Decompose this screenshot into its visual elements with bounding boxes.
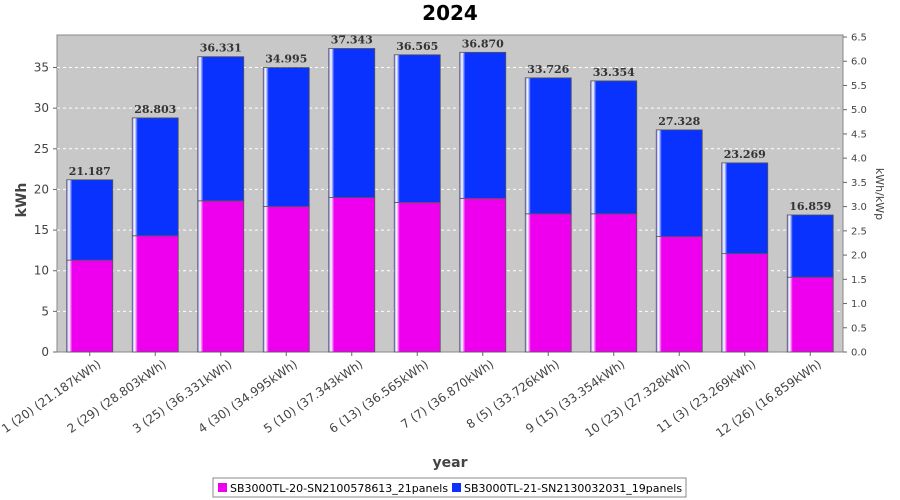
y-tick-label: 35: [34, 61, 49, 75]
bar-segment: [197, 56, 245, 202]
bars: [66, 48, 834, 353]
y-tick-label: 20: [34, 182, 49, 196]
total-label: 36.870: [462, 37, 504, 50]
total-label: 33.354: [593, 66, 635, 79]
legend-swatch: [218, 483, 227, 492]
y-axis-label: kWh: [14, 183, 30, 218]
bar-segment: [131, 117, 179, 237]
y2-tick-label: 6.0: [851, 57, 867, 68]
total-label: 28.803: [134, 103, 176, 116]
plot-area: [56, 34, 844, 353]
bar-segment: [590, 213, 638, 353]
legend-box: [212, 477, 687, 498]
bar-segment: [66, 259, 114, 353]
y2-tick-label: 3.0: [851, 202, 867, 213]
bar-segment: [459, 197, 507, 353]
x-tick-label: 12 (26) (16.859kWh): [713, 357, 824, 440]
y2-tick-label: 4.5: [851, 129, 867, 140]
bar-segment: [655, 236, 703, 353]
y-axis: 0 5 10 15 20 25 30 35: [34, 61, 57, 359]
y2-tick-label: 2.5: [851, 226, 867, 237]
bar-segment: [328, 197, 376, 353]
y-tick-label: 25: [34, 142, 49, 156]
bar-segment: [721, 162, 769, 255]
bar-segment: [459, 51, 507, 199]
bar-segment: [66, 179, 114, 261]
bar-segment: [590, 80, 638, 215]
y2-tick-label: 3.5: [851, 178, 867, 189]
bar-segment: [131, 235, 179, 353]
chart-title: 2024: [422, 1, 478, 25]
bar-segment: [721, 253, 769, 353]
bar-segment: [786, 276, 834, 353]
y2-tick-label: 2.0: [851, 251, 867, 262]
x-axis-label: year: [433, 455, 468, 471]
bar-segment: [262, 67, 310, 207]
total-label: 16.859: [789, 200, 831, 213]
total-label: 27.328: [658, 115, 700, 128]
bar-segment: [655, 129, 703, 237]
total-label: 21.187: [69, 165, 111, 178]
total-label: 23.269: [724, 148, 766, 161]
legend: SB3000TL-20-SN2100578613_21panels SB3000T…: [212, 477, 687, 498]
y-tick-label: 0: [41, 345, 49, 359]
y2-tick-label: 0.5: [851, 323, 867, 334]
y2-tick-label: 6.5: [851, 33, 867, 44]
bar-segment: [524, 77, 572, 215]
total-label: 36.331: [200, 42, 242, 55]
legend-item: SB3000TL-21-SN2130032031_19panels: [464, 482, 682, 495]
data-labels: 21.187 28.803 36.331 34.995 37.343 36.565 36.8…: [69, 33, 832, 212]
grid-lines: [57, 67, 843, 312]
y2-axis: 0.0 0.5 1.0 1.5 2.0 2.5 3.0 3.5 4.0 4.5 5.0 5.5 6.0 6…: [843, 33, 867, 359]
bar-segment: [197, 200, 245, 353]
y-tick-label: 30: [34, 101, 49, 115]
x-axis: 1 (20) (21.187kWh)2 (29) (28.803kWh)3 (2…: [0, 352, 824, 440]
bar-segment: [524, 213, 572, 353]
y2-tick-label: 5.5: [851, 81, 867, 92]
bar-segment: [328, 48, 376, 198]
legend-item: SB3000TL-20-SN2100578613_21panels: [230, 482, 448, 495]
y-tick-label: 5: [41, 304, 49, 318]
x-tick-label: 10 (23) (27.328kWh): [582, 357, 693, 440]
y2-tick-label: 1.0: [851, 299, 867, 310]
total-label: 36.565: [396, 40, 438, 53]
y-tick-label: 15: [34, 223, 49, 237]
total-label: 33.726: [527, 63, 569, 76]
y2-tick-label: 5.0: [851, 105, 867, 116]
bar-segment: [393, 54, 441, 203]
total-label: 34.995: [265, 53, 307, 66]
y2-tick-label: 1.5: [851, 275, 867, 286]
bar-segment: [393, 202, 441, 353]
bar-segment: [262, 206, 310, 353]
y-tick-label: 10: [34, 264, 49, 278]
y2-axis-label: kWh/kWp: [873, 168, 886, 220]
bar-segment: [786, 214, 834, 278]
legend-swatch: [452, 483, 461, 492]
y2-tick-label: 0.0: [851, 348, 867, 359]
total-label: 37.343: [331, 33, 373, 46]
y2-tick-label: 4.0: [851, 154, 867, 165]
